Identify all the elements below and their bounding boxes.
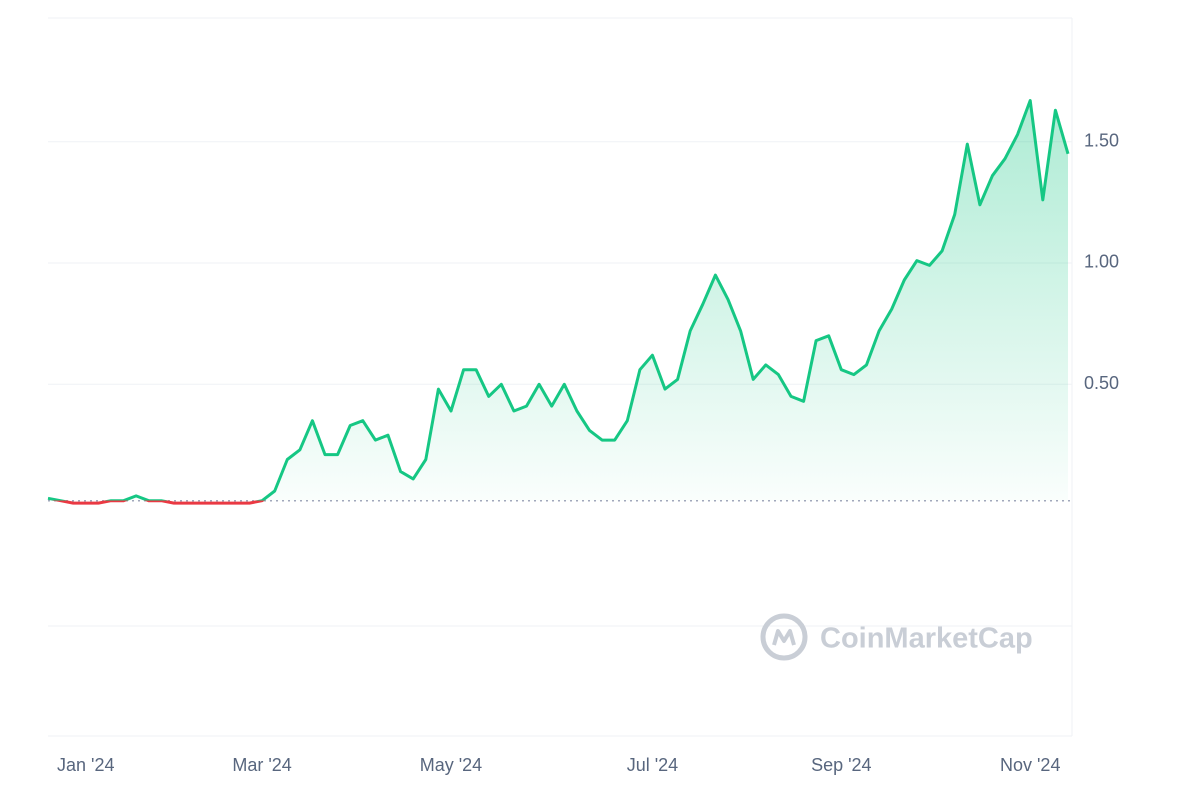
watermark-logo [760,613,808,661]
y-tick-label: 1.50 [1084,130,1119,150]
x-tick-label: May '24 [420,755,482,775]
watermark: CoinMarketCap [820,623,1033,655]
price-area [48,100,1068,504]
x-tick-label: Jul '24 [627,755,678,775]
price-line [47,99,1070,505]
y-tick-label: 0.50 [1084,373,1119,393]
x-tick-label: Sep '24 [811,755,872,775]
x-tick-label: Nov '24 [1000,755,1060,775]
x-tick-label: Jan '24 [57,755,114,775]
y-tick-label: 1.00 [1084,252,1119,272]
x-tick-label: Mar '24 [232,755,291,775]
